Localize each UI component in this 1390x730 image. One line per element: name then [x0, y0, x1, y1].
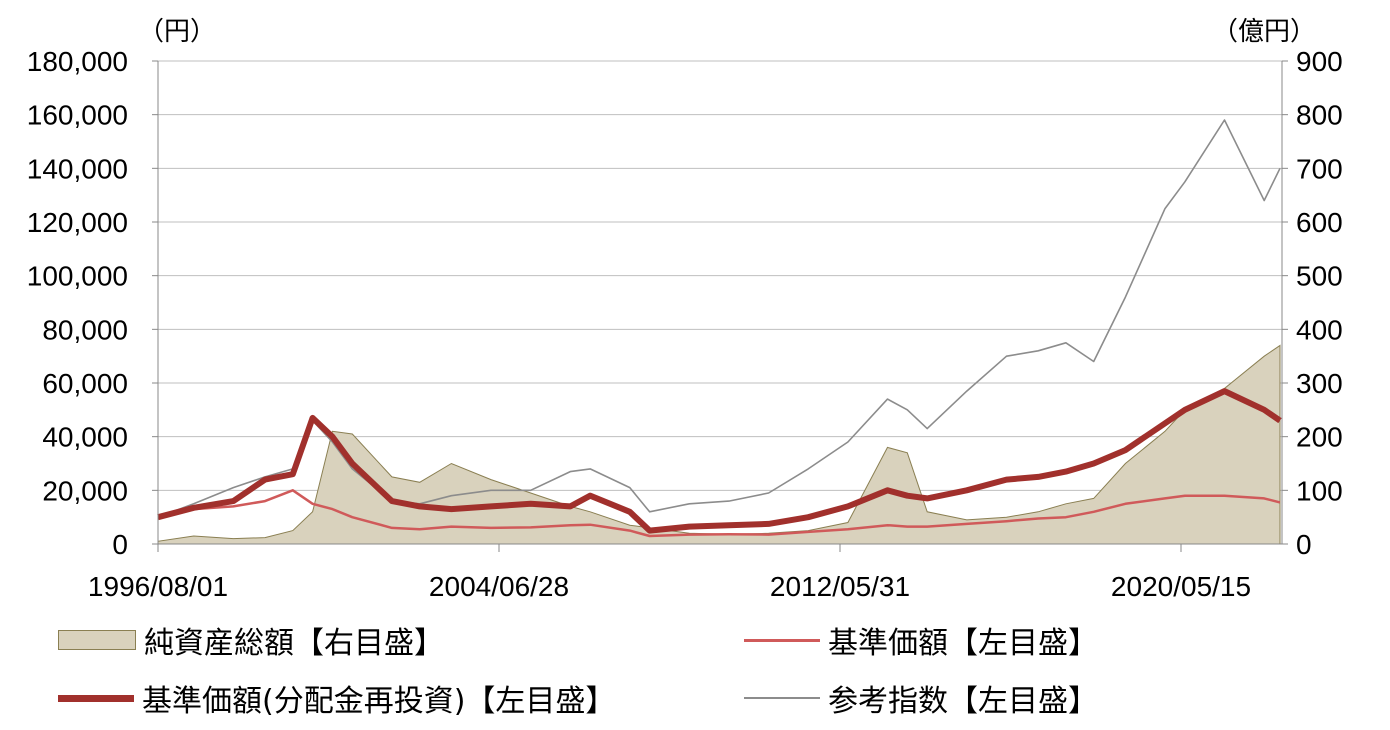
legend: 純資産総額【右目盛】 基準価額【左目盛】 基準価額(分配金再投資)【左目盛】 参…: [0, 610, 1390, 730]
right-tick-label: 800: [1296, 100, 1343, 131]
x-tick-label: 2004/06/28: [429, 571, 569, 602]
left-tick-label: 160,000: [27, 100, 128, 131]
series-reference-index-line: [157, 119, 1281, 518]
legend-item-nav-reinvested: 基準価額(分配金再投資)【左目盛】: [58, 678, 616, 719]
legend-item-nav: 基準価額【左目盛】: [744, 620, 1098, 661]
chart: （円） （億円） 0 20,000 40,000 60,000 80,000 100,00…: [27, 17, 1343, 602]
left-tick-label: 180,000: [27, 46, 128, 77]
right-tick-label: 700: [1296, 153, 1343, 184]
left-tick-label: 40,000: [42, 422, 128, 453]
left-tick-label: 0: [112, 529, 128, 560]
axes: [157, 61, 1283, 545]
legend-swatch-reference-index: [744, 697, 820, 699]
x-tick-label: 1996/08/01: [88, 571, 228, 602]
net-assets-area-layer: [157, 344, 1281, 545]
series-nav-reinvested-line: [157, 388, 1282, 534]
legend-label-nav-reinvested: 基準価額(分配金再投資)【左目盛】: [142, 684, 616, 719]
legend-swatch-net-assets: [58, 630, 136, 650]
right-tick-label: 900: [1296, 46, 1343, 77]
legend-swatch-nav-reinvested: [58, 694, 134, 702]
right-tick-label: 100: [1296, 475, 1343, 506]
right-axis-unit: （億円）: [1212, 17, 1316, 47]
right-tick-label: 600: [1296, 207, 1343, 238]
x-tick-label: 2020/05/15: [1111, 571, 1251, 602]
legend-label-reference-index: 参考指数【左目盛】: [828, 684, 1098, 719]
right-tick-label: 400: [1296, 314, 1343, 345]
series-net-assets-area: [157, 344, 1281, 545]
legend-item-reference-index: 参考指数【左目盛】: [744, 678, 1098, 719]
right-tick-label: 200: [1296, 422, 1343, 453]
left-axis-ticks: 0 20,000 40,000 60,000 80,000 100,000 120,000 1…: [27, 46, 158, 560]
left-axis-unit: （円）: [138, 17, 216, 47]
legend-swatch-nav: [744, 638, 820, 642]
x-tick-label: 2012/05/31: [770, 571, 910, 602]
left-tick-label: 80,000: [42, 314, 128, 345]
legend-item-net-assets: 純資産総額【右目盛】: [58, 620, 444, 661]
x-axis-ticks: 1996/08/01 2004/06/28 2012/05/31 2020/05/15: [88, 544, 1251, 602]
right-tick-label: 500: [1296, 261, 1343, 292]
left-tick-label: 100,000: [27, 261, 128, 292]
legend-label-nav: 基準価額【左目盛】: [828, 626, 1098, 661]
series-nav-line: [157, 489, 1281, 538]
left-tick-label: 140,000: [27, 153, 128, 184]
right-tick-label: 0: [1296, 529, 1312, 560]
legend-label-net-assets: 純資産総額【右目盛】: [144, 626, 444, 661]
left-tick-label: 120,000: [27, 207, 128, 238]
line-series-layer: [157, 119, 1282, 538]
gridlines: [158, 60, 1282, 491]
right-tick-label: 300: [1296, 368, 1343, 399]
left-tick-label: 60,000: [42, 368, 128, 399]
left-tick-label: 20,000: [42, 475, 128, 506]
right-axis-ticks: 0 100 200 300 400 500 600 700 800 900: [1282, 46, 1343, 560]
